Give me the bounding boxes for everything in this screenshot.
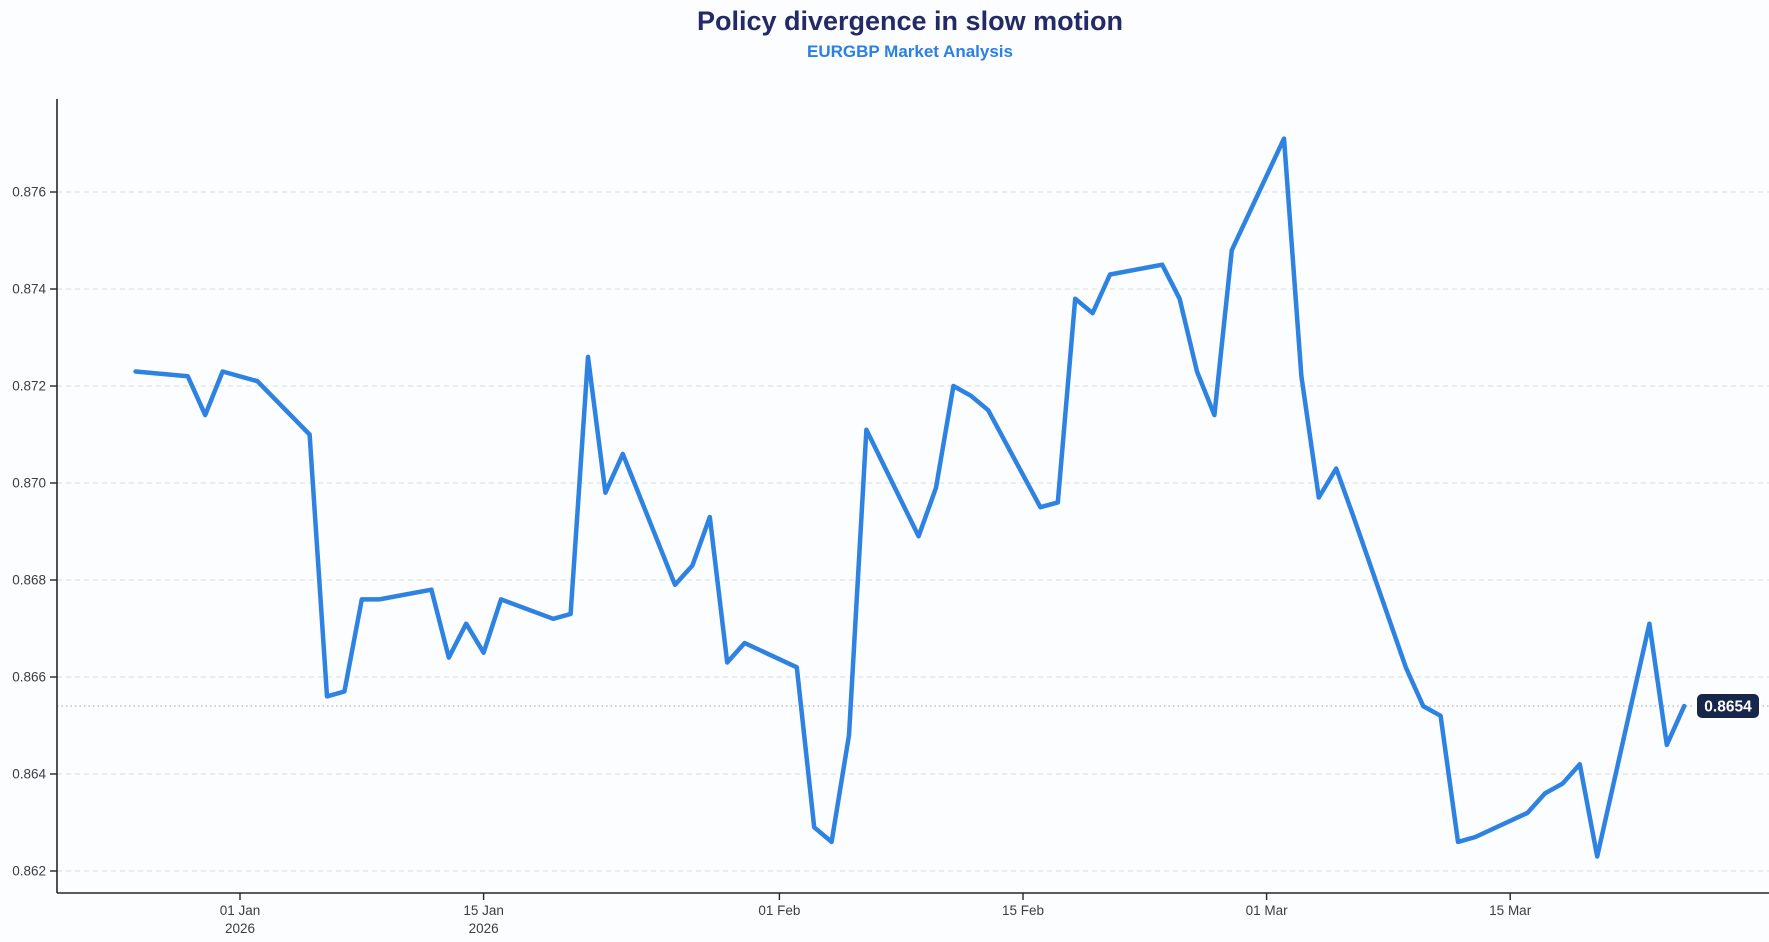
- axes-layer: [56, 99, 1769, 894]
- tick-layer: 0.862 0.864 0.866 0.868 0.870 0.872 0.874 0.876…: [12, 185, 1532, 936]
- y-tick-label: 0.862: [12, 864, 46, 879]
- y-tick-label: 0.872: [12, 379, 46, 394]
- x-tick-label: 15 Feb: [1002, 903, 1044, 918]
- series-layer: [133, 136, 1687, 859]
- current-price-label: 0.8654: [1695, 692, 1761, 720]
- price-line: [133, 136, 1687, 859]
- y-tick-label: 0.870: [12, 476, 46, 491]
- current-price-label-box: [1695, 692, 1761, 720]
- y-tick-label: 0.868: [12, 573, 46, 588]
- x-tick-label: 01 Jan: [220, 903, 261, 918]
- x-tick-sublabel: 2026: [225, 921, 255, 936]
- x-tick-sublabel: 2026: [469, 921, 499, 936]
- chart-title: Policy divergence in slow motion: [697, 6, 1123, 36]
- x-tick-label: 01 Feb: [758, 903, 800, 918]
- y-tick-label: 0.876: [12, 185, 46, 200]
- gridline-layer: [57, 191, 1769, 872]
- chart-subtitle: EURGBP Market Analysis: [807, 42, 1013, 61]
- y-tick-label: 0.874: [12, 282, 46, 297]
- x-tick-label: 15 Jan: [463, 903, 504, 918]
- x-tick-label: 01 Mar: [1246, 903, 1289, 918]
- y-tick-label: 0.866: [12, 670, 46, 685]
- y-tick-label: 0.864: [12, 767, 46, 782]
- current-price-label-text: 0.8654: [1704, 699, 1752, 716]
- x-tick-label: 15 Mar: [1489, 903, 1532, 918]
